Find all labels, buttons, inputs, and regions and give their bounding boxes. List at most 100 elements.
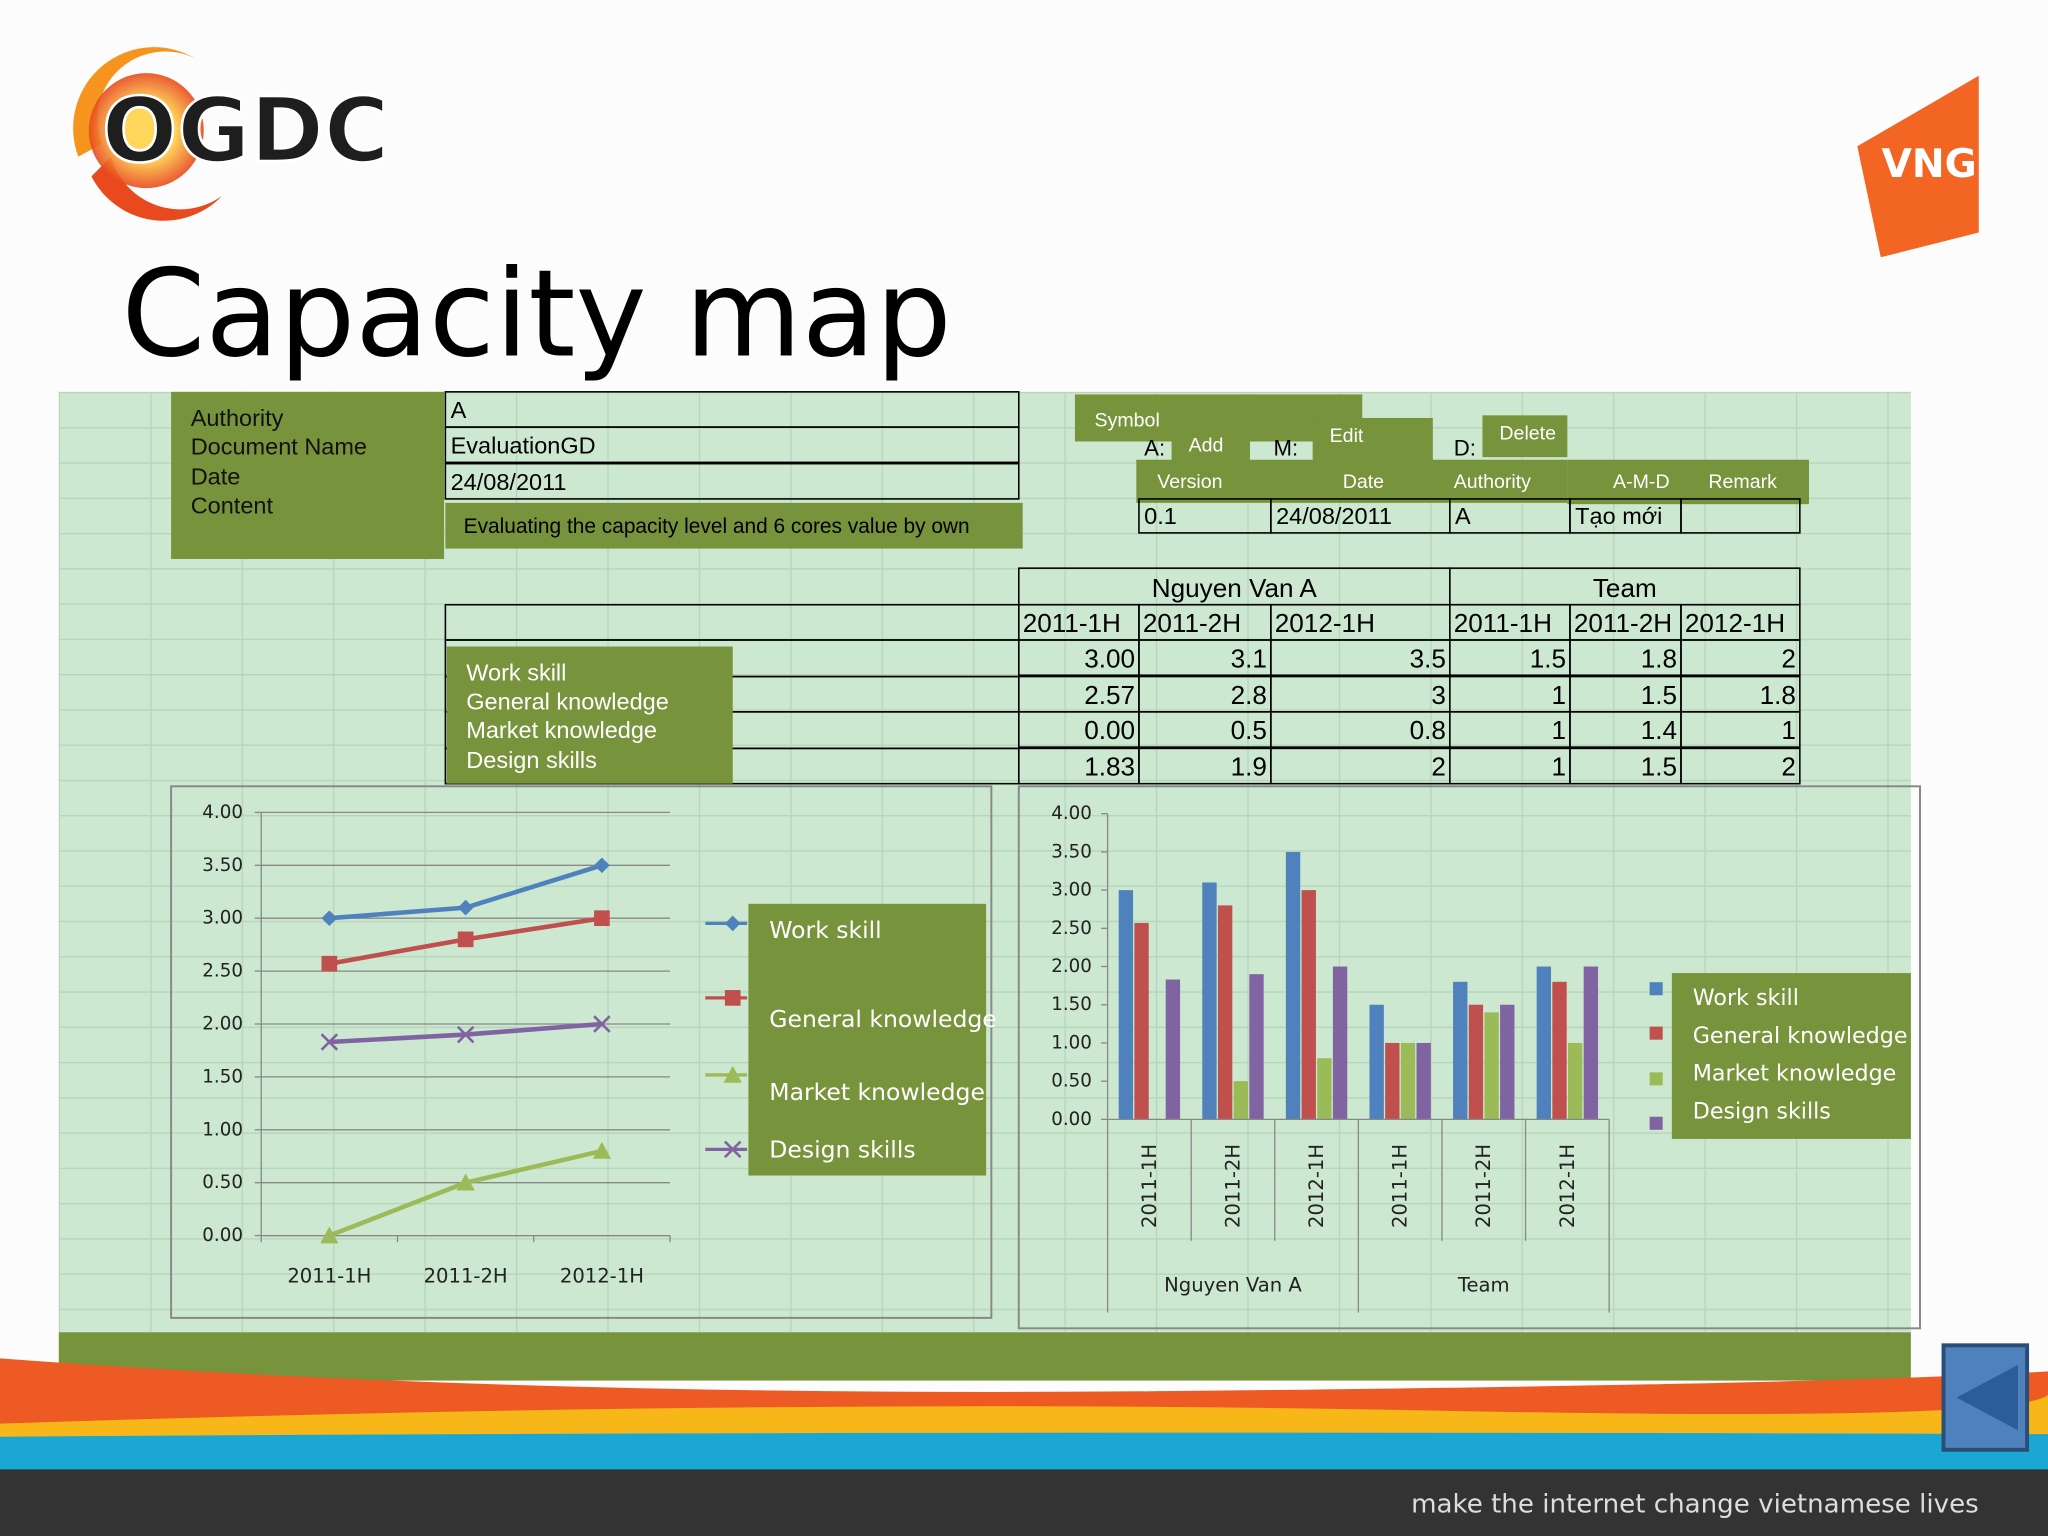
group-label: Team bbox=[1457, 1274, 1510, 1297]
table-group: Nguyen Van A bbox=[1152, 573, 1318, 603]
y-tick-label: 0.50 bbox=[202, 1172, 243, 1193]
legend-box bbox=[748, 903, 987, 1176]
info-label: Authority bbox=[191, 405, 284, 431]
history-column: Version bbox=[1157, 471, 1222, 493]
table-value: 0.8 bbox=[1410, 715, 1446, 745]
brand-text: VNG bbox=[1882, 142, 1977, 187]
legend-label: General knowledge bbox=[1693, 1023, 1908, 1049]
history-value: A bbox=[1455, 503, 1471, 529]
bar bbox=[1332, 966, 1348, 1120]
data-point bbox=[456, 1173, 475, 1191]
bar bbox=[1369, 1004, 1384, 1120]
legend-swatch bbox=[1649, 1116, 1663, 1130]
slide-title: Capacity map bbox=[121, 244, 951, 384]
table-value: 2.8 bbox=[1231, 680, 1267, 710]
data-point bbox=[457, 899, 474, 916]
bar bbox=[1453, 981, 1468, 1120]
history-column: Remark bbox=[1708, 471, 1777, 493]
legend-swatch bbox=[723, 1140, 742, 1159]
data-point bbox=[594, 857, 610, 874]
logo: OGDC bbox=[73, 47, 390, 221]
chart-frame bbox=[1017, 785, 1921, 1330]
legend-label: Design skills bbox=[769, 1135, 915, 1163]
table-value: 3 bbox=[1431, 680, 1446, 710]
history-column: A-M-D bbox=[1613, 471, 1670, 493]
y-tick-label: 1.50 bbox=[202, 1066, 243, 1087]
row-label: Work skill bbox=[466, 660, 566, 686]
legend-swatch bbox=[1649, 982, 1663, 996]
table-value: 1 bbox=[1781, 715, 1796, 745]
history-header bbox=[1136, 459, 1568, 503]
legend-box bbox=[1671, 973, 1911, 1139]
table-value: 0.5 bbox=[1231, 715, 1267, 745]
brand-logo: VNG bbox=[1857, 75, 1979, 258]
symbol-code: A: bbox=[1144, 436, 1165, 461]
legend-label: General knowledge bbox=[769, 1005, 996, 1033]
data-point bbox=[321, 955, 338, 972]
y-tick-label: 4.00 bbox=[1051, 803, 1092, 824]
table-value: 2 bbox=[1781, 752, 1796, 782]
chart-frame bbox=[170, 785, 993, 1319]
table-value: 1.8 bbox=[1760, 680, 1796, 710]
symbol-meaning-box bbox=[1171, 427, 1250, 464]
table-value: 3.1 bbox=[1231, 643, 1267, 673]
symbol-meaning: Edit bbox=[1330, 425, 1364, 447]
y-tick-label: 2.00 bbox=[1051, 956, 1092, 977]
table-period: 2011-1H bbox=[1023, 608, 1121, 638]
data-point bbox=[320, 1226, 339, 1244]
bar bbox=[1416, 1042, 1431, 1120]
y-tick-label: 2.00 bbox=[202, 1014, 243, 1035]
legend-label: Work skill bbox=[1693, 985, 1799, 1011]
row-label: Market knowledge bbox=[466, 717, 657, 743]
bar bbox=[1500, 1004, 1515, 1120]
bar bbox=[1217, 905, 1233, 1120]
bar bbox=[1165, 979, 1181, 1120]
row-label: General knowledge bbox=[466, 688, 669, 714]
info-value: A bbox=[451, 397, 467, 423]
table-group: Team bbox=[1593, 573, 1657, 603]
y-tick-label: 3.00 bbox=[202, 908, 243, 929]
back-button[interactable] bbox=[1941, 1343, 2030, 1452]
bar bbox=[1400, 1042, 1416, 1120]
sheet-bar bbox=[58, 1332, 1911, 1381]
y-tick-label: 0.00 bbox=[202, 1225, 243, 1246]
symbol-code: D: bbox=[1454, 436, 1476, 461]
y-tick-label: 4.00 bbox=[202, 802, 243, 823]
table-period: 2011-2H bbox=[1574, 608, 1672, 638]
table-period: 2012-1H bbox=[1685, 608, 1785, 638]
info-label: Document Name bbox=[191, 434, 367, 460]
table-value: 1.5 bbox=[1641, 752, 1677, 782]
data-point bbox=[321, 910, 338, 927]
table-cell bbox=[1680, 639, 1801, 677]
table-value: 1 bbox=[1552, 752, 1567, 782]
table-cell bbox=[444, 462, 1020, 500]
data-point bbox=[592, 1141, 612, 1159]
table-value: 1.8 bbox=[1641, 643, 1677, 673]
table-value: 1.5 bbox=[1530, 643, 1566, 673]
x-tick-label: 2011-2H bbox=[1472, 1144, 1495, 1228]
bar bbox=[1118, 890, 1134, 1120]
info-value: 24/08/2011 bbox=[451, 469, 567, 495]
legend-label: Design skills bbox=[1693, 1099, 1831, 1125]
group-label: Nguyen Van A bbox=[1164, 1274, 1302, 1297]
data-point bbox=[594, 910, 610, 927]
bar bbox=[1301, 890, 1316, 1120]
symbol-meaning-box bbox=[1312, 417, 1433, 464]
x-tick-label: 2011-2H bbox=[424, 1265, 508, 1288]
legend-label: Market knowledge bbox=[1693, 1061, 1897, 1087]
table-period: 2011-2H bbox=[1143, 608, 1241, 638]
table-value: 0.00 bbox=[1084, 715, 1135, 745]
x-tick-label: 2011-2H bbox=[1221, 1144, 1244, 1228]
table-value: 1.5 bbox=[1641, 680, 1677, 710]
table-value: 1.83 bbox=[1084, 752, 1135, 782]
table-value: 2.57 bbox=[1084, 680, 1135, 710]
x-tick-label: 2011-1H bbox=[287, 1265, 371, 1288]
history-value: 0.1 bbox=[1144, 503, 1177, 529]
x-tick-label: 2012-1H bbox=[560, 1265, 644, 1288]
x-tick-label: 2011-1H bbox=[1389, 1144, 1412, 1228]
y-tick-label: 1.50 bbox=[1051, 994, 1092, 1015]
footer-stripes bbox=[0, 1358, 2048, 1536]
legend-swatch bbox=[724, 990, 741, 1006]
table-cell bbox=[444, 426, 1020, 464]
y-tick-label: 2.50 bbox=[1051, 918, 1092, 939]
